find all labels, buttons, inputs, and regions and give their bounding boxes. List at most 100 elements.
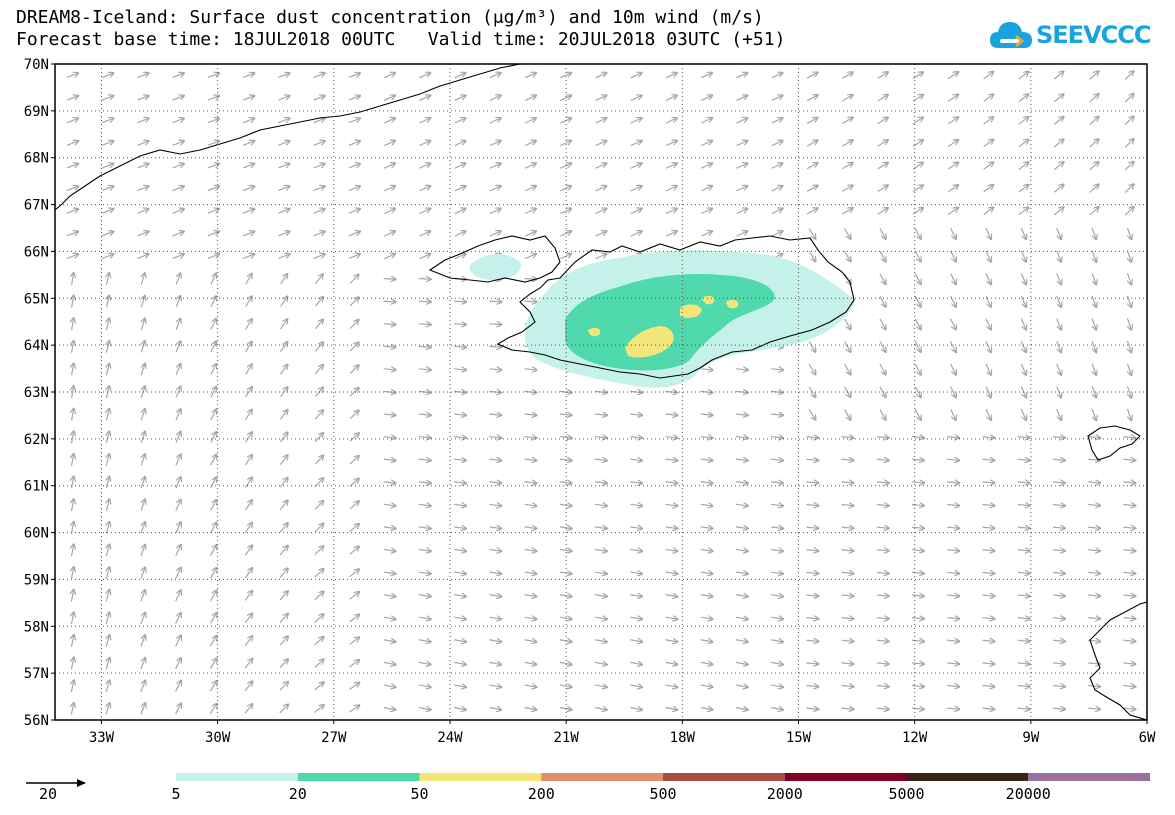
- wind-arrow: [1089, 94, 1099, 103]
- colorbar-level-label: 5000: [888, 785, 924, 803]
- wind-arrow: [141, 296, 145, 308]
- wind-arrow: [982, 527, 995, 528]
- wind-arrow: [594, 391, 607, 392]
- wind-arrow: [72, 318, 74, 331]
- wind-arrow: [630, 186, 642, 192]
- wind-arrow: [313, 118, 325, 124]
- wind-arrow: [595, 73, 607, 79]
- wind-arrow: [102, 231, 113, 237]
- greenland-coastline: [55, 64, 521, 211]
- wind-arrow: [71, 703, 74, 715]
- wind-arrow: [66, 231, 78, 237]
- wind-arrow: [524, 685, 537, 687]
- wind-arrow: [524, 118, 536, 124]
- wind-arrow: [630, 141, 642, 147]
- wind-arrow: [630, 209, 642, 215]
- wind-arrow: [559, 437, 572, 438]
- wind-arrow: [210, 432, 217, 443]
- wind-arrow: [71, 567, 73, 579]
- wind-arrow: [348, 96, 360, 101]
- wind-arrow: [1018, 207, 1029, 216]
- wind-arrow: [1056, 295, 1061, 307]
- dust-contour-50-a: [625, 326, 674, 358]
- wind-arrow: [1053, 185, 1063, 193]
- wind-arrow: [1088, 595, 1100, 596]
- wind-arrow: [700, 118, 712, 124]
- wind-arrow: [102, 118, 113, 124]
- wind-arrow: [418, 279, 431, 280]
- wind-arrow: [489, 572, 501, 574]
- wind-arrow: [700, 640, 713, 642]
- wind-arrow: [808, 386, 815, 397]
- wind-arrow: [313, 254, 325, 260]
- wind-arrow: [1053, 71, 1063, 80]
- wind-arrow: [1126, 340, 1131, 352]
- wind-arrow: [1056, 408, 1061, 420]
- wind-arrow: [985, 250, 991, 262]
- wind-arrow: [1018, 94, 1029, 103]
- wind-arrow: [947, 437, 959, 438]
- wind-arrow: [1126, 318, 1131, 329]
- wind-arrow: [1052, 505, 1065, 506]
- wind-arrow: [665, 437, 677, 438]
- wind-arrow: [383, 549, 396, 551]
- wind-arrow: [594, 549, 607, 551]
- wind-arrow: [454, 346, 466, 347]
- wind-arrow: [912, 595, 924, 596]
- wind-arrow: [844, 363, 851, 374]
- wind-arrow: [1020, 341, 1026, 352]
- wind-arrow: [806, 140, 818, 147]
- wind-arrow: [106, 364, 109, 376]
- wind-arrow: [665, 504, 678, 506]
- wind-arrow: [950, 408, 956, 420]
- wind-arrow: [418, 708, 431, 710]
- wind-arrow: [349, 705, 359, 713]
- wind-arrow: [383, 209, 395, 215]
- wind-arrow: [912, 527, 924, 528]
- wind-arrow: [314, 410, 323, 420]
- wind-arrow: [314, 659, 324, 668]
- wind-arrow: [348, 231, 360, 237]
- wind-arrow: [418, 527, 431, 529]
- wind-arrow: [313, 96, 325, 101]
- wind-arrow: [210, 364, 216, 376]
- wind-arrow: [595, 231, 607, 237]
- wind-arrow: [106, 635, 109, 647]
- wind-arrow: [172, 164, 184, 169]
- wind-arrow: [489, 482, 501, 484]
- wind-arrow: [140, 680, 145, 692]
- wind-arrow: [172, 231, 184, 237]
- wind-arrow: [141, 454, 145, 466]
- wind-arrow: [66, 141, 78, 146]
- wind-arrow: [280, 274, 288, 285]
- dust-concentration-field: [469, 250, 855, 388]
- wind-arrow: [207, 209, 219, 214]
- wind-arrow: [140, 613, 145, 625]
- logo-text: SEEVCCC: [1036, 21, 1151, 49]
- wind-arrow: [560, 141, 571, 147]
- wind-arrow: [1052, 482, 1065, 483]
- wind-arrow: [806, 482, 818, 483]
- wind-arrow: [419, 163, 430, 169]
- wind-arrow: [771, 662, 783, 664]
- scotland-coastline: [1089, 601, 1147, 720]
- wind-arrow: [912, 640, 924, 641]
- wind-arrow: [806, 95, 818, 102]
- wind-arrow: [137, 231, 148, 237]
- wind-arrow: [72, 409, 74, 421]
- wind-arrow: [454, 414, 466, 415]
- wind-arrow: [841, 595, 854, 596]
- wind-arrow: [454, 572, 466, 574]
- wind-arrow: [349, 637, 360, 645]
- wind-arrow: [1123, 505, 1135, 506]
- wind-arrow: [210, 273, 216, 285]
- wind-arrow: [454, 595, 466, 597]
- wind-arrow: [630, 708, 642, 710]
- wind-arrow: [736, 231, 747, 237]
- wind-arrow: [244, 455, 252, 466]
- wind-arrow: [806, 459, 818, 460]
- wind-arrow: [1052, 708, 1065, 709]
- wind-arrow: [771, 186, 783, 192]
- wind-arrow: [771, 617, 783, 619]
- wind-arrow: [489, 504, 501, 506]
